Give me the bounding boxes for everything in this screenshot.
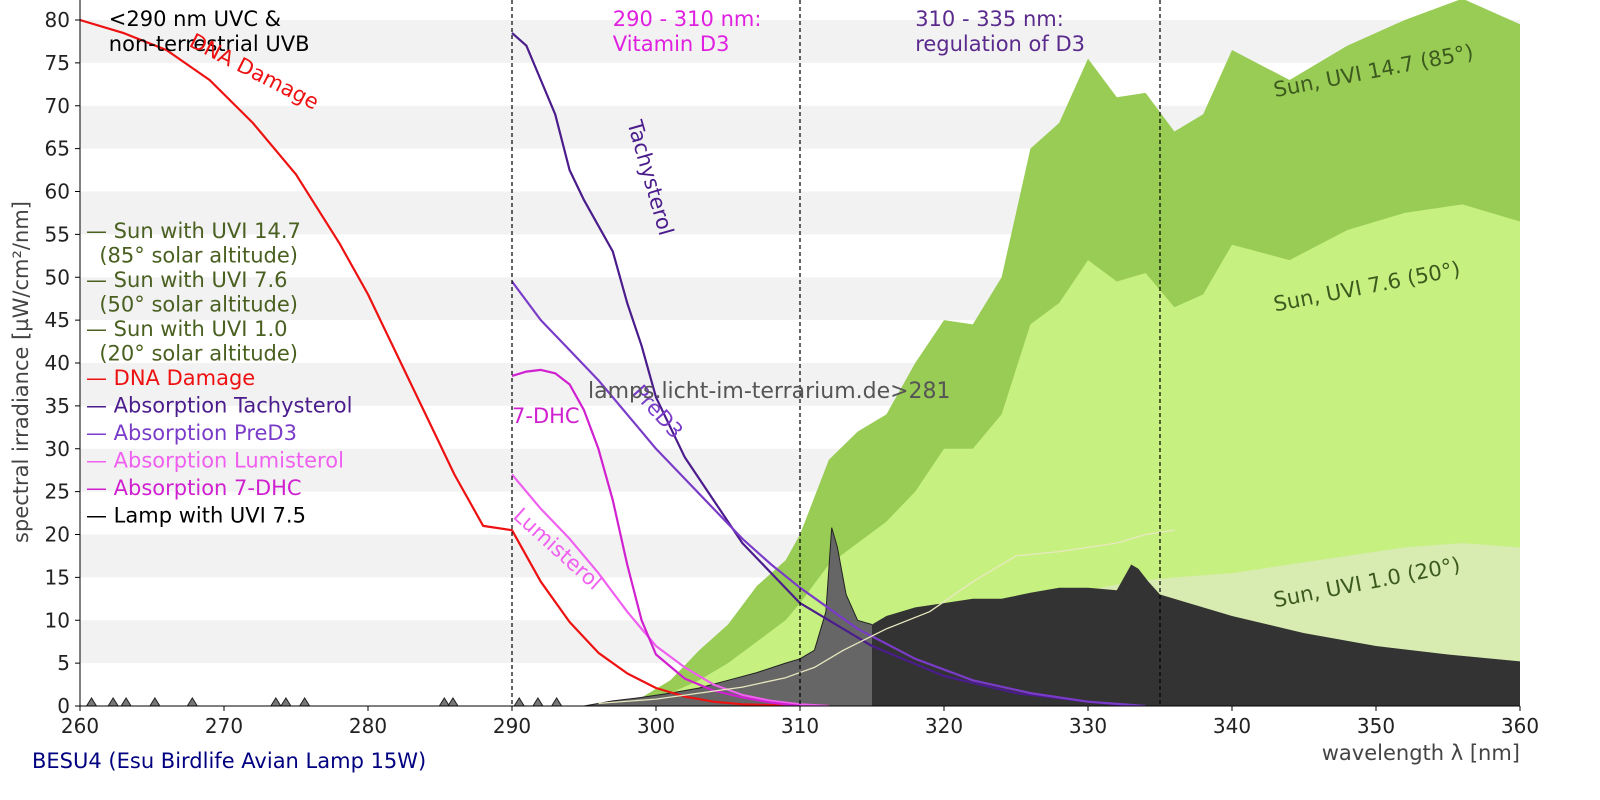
lamp-name-footer: BESU4 (Esu Birdlife Avian Lamp 15W) xyxy=(32,749,426,773)
y-tick-label: 20 xyxy=(45,523,70,547)
line-lumi xyxy=(511,473,829,706)
lamp-noise-peak xyxy=(438,697,450,706)
x-tick-label: 310 xyxy=(781,714,819,738)
y-tick-label: 0 xyxy=(57,694,70,718)
lamp-noise-peak xyxy=(532,697,544,706)
y-tick-label: 70 xyxy=(45,94,70,118)
y-tick-label: 50 xyxy=(45,265,70,289)
plot-area xyxy=(80,0,1520,706)
x-tick-label: 270 xyxy=(205,714,243,738)
x-tick-label: 350 xyxy=(1357,714,1395,738)
legend-entry: — Sun with UVI 14.7 xyxy=(86,219,301,243)
y-ticks: 0 5 10 15 20 25 30 35 40 45 50 55 60 65 70 75 80 xyxy=(45,8,80,718)
line-dna xyxy=(80,18,829,706)
legend-entry: — Sun with UVI 7.6 xyxy=(86,268,288,292)
legend-entry: — Lamp with UVI 7.5 xyxy=(86,504,306,528)
region-label: 290 - 310 nm: xyxy=(613,7,762,31)
y-tick-label: 5 xyxy=(57,651,70,675)
legend-entry: (50° solar altitude) xyxy=(86,293,298,317)
legend-entry: — Sun with UVI 1.0 xyxy=(86,317,288,341)
y-tick-label: 80 xyxy=(45,8,70,32)
region-label: <290 nm UVC & xyxy=(109,7,281,31)
y-tick-label: 55 xyxy=(45,222,70,246)
lamp-noise-peak xyxy=(551,697,563,706)
y-tick-label: 65 xyxy=(45,137,70,161)
region-label: Vitamin D3 xyxy=(613,32,730,56)
lamp-noise-peak xyxy=(107,697,119,706)
y-tick-label: 35 xyxy=(45,394,70,418)
y-tick-label: 75 xyxy=(45,51,70,75)
y-tick-label: 15 xyxy=(45,565,70,589)
x-tick-label: 360 xyxy=(1501,714,1539,738)
x-axis-title: wavelength λ [nm] xyxy=(1322,741,1520,765)
legend-entry: (85° solar altitude) xyxy=(86,244,298,268)
lamp-noise-peak xyxy=(120,697,132,706)
legend-entry: — DNA Damage xyxy=(86,366,255,390)
lamp-noise-peak xyxy=(186,697,198,706)
line-tachy xyxy=(511,32,1132,706)
x-tick-label: 290 xyxy=(493,714,531,738)
curve-label: 7-DHC xyxy=(512,404,580,428)
watermark-text: lamps.licht-im-terrarium.de>281 xyxy=(588,379,951,404)
line-dhc xyxy=(511,368,801,706)
legend: — Sun with UVI 14.7 (85° solar altitude)… xyxy=(86,219,352,528)
lamp-noise-peak xyxy=(447,697,459,706)
y-tick-label: 30 xyxy=(45,437,70,461)
lamp-noise-peak xyxy=(85,697,98,706)
x-tick-label: 340 xyxy=(1213,714,1251,738)
region-label: regulation of D3 xyxy=(915,32,1085,56)
grid-band xyxy=(80,20,1520,63)
x-tick-label: 300 xyxy=(637,714,675,738)
line-pred3 xyxy=(511,280,1146,706)
y-tick-label: 45 xyxy=(45,308,70,332)
lamp-noise-peak xyxy=(513,697,525,706)
x-ticks: 260 270 280 290 300 310 320 330 340 350 360 xyxy=(61,706,1539,738)
lamp-noise-peak xyxy=(270,697,282,706)
y-tick-label: 60 xyxy=(45,180,70,204)
x-tick-label: 260 xyxy=(61,714,99,738)
legend-entry: — Absorption Lumisterol xyxy=(86,449,344,473)
region-label: 310 - 335 nm: xyxy=(915,7,1064,31)
lamp-noise-peak xyxy=(280,697,292,706)
legend-entry: (20° solar altitude) xyxy=(86,342,298,366)
legend-entry: — Absorption 7-DHC xyxy=(86,476,302,500)
legend-entry: — Absorption PreD3 xyxy=(86,421,297,445)
x-tick-label: 330 xyxy=(1069,714,1107,738)
lamp-noise-peak xyxy=(149,697,161,706)
line-lampD3 xyxy=(598,529,1175,705)
y-axis-title: spectral irradiance [µW/cm²/nm] xyxy=(9,201,33,543)
y-tick-label: 10 xyxy=(45,608,70,632)
x-tick-label: 280 xyxy=(349,714,387,738)
legend-entry: — Absorption Tachysterol xyxy=(86,394,352,418)
lamp-noise-peak xyxy=(299,697,311,706)
x-tick-label: 320 xyxy=(925,714,963,738)
region-label: non-terrestrial UVB xyxy=(109,32,310,56)
y-tick-label: 25 xyxy=(45,480,70,504)
y-tick-label: 40 xyxy=(45,351,70,375)
